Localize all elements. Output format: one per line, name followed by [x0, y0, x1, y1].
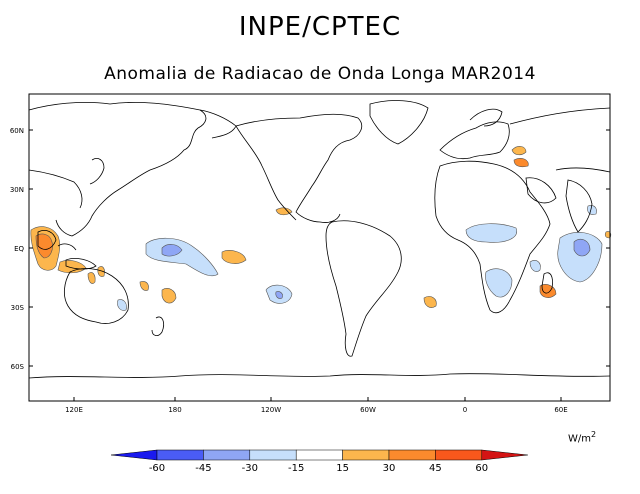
anomaly-north-australia-2 [97, 266, 105, 277]
anomaly-central-pacific-core [161, 244, 183, 257]
coast-madagascar [541, 272, 553, 294]
coast-eurasia [28, 101, 207, 237]
legend-swatch [249, 449, 297, 461]
coast-arabia [525, 177, 557, 204]
coast-africa [434, 160, 551, 314]
map-title: INPE/CPTEC [238, 12, 402, 42]
coast-asia-east [509, 107, 611, 173]
lat-label-eq: EQ [14, 245, 24, 253]
coast-north-america [235, 113, 363, 223]
anomaly-south-pacific-core [275, 291, 283, 299]
legend-tick-label: -30 [242, 463, 258, 474]
legend-tick-label: 15 [336, 463, 349, 474]
lat-axis: 60N 30N EQ 30S 60S [10, 127, 610, 371]
coast-scandinavia [469, 108, 503, 127]
anomaly-maritime-core [35, 233, 53, 259]
legend-tick-label: -15 [288, 463, 304, 474]
anomaly-middle-east [511, 146, 527, 156]
coastlines [28, 100, 611, 379]
anomaly-indian-ocean [557, 232, 603, 283]
legend-tick-label: 30 [383, 463, 396, 474]
anomaly-south-atlantic-pos [423, 296, 437, 308]
anomaly-pacific-pos-3 [161, 288, 177, 304]
lon-label-60w: 60W [360, 406, 376, 414]
coast-greenland [369, 100, 429, 145]
coast-new-guinea [65, 258, 97, 270]
legend-swatch [435, 449, 483, 461]
legend-swatch [156, 449, 204, 461]
units-label: W/m2 [568, 430, 596, 444]
lat-label-30n: 30N [10, 186, 24, 194]
legend-arrow-low [110, 449, 158, 461]
anomaly-pacific-pos-1 [221, 250, 247, 264]
lon-axis: 120E 180 120W 60W 0 60E [65, 397, 568, 414]
lat-label-30s: 30S [11, 304, 25, 312]
legend-swatch [203, 449, 251, 461]
anomaly-pacific-neg-small [117, 299, 127, 311]
legend-tick-label: -60 [149, 463, 165, 474]
coast-india [565, 179, 593, 233]
legend-swatch [342, 449, 390, 461]
plot-area [29, 94, 610, 401]
color-legend: -60 -45 -30 -15 15 30 45 60 [110, 449, 528, 474]
coast-indonesia-2 [57, 243, 77, 251]
lon-label-0: 0 [463, 406, 467, 414]
units-base: W/m [568, 433, 591, 445]
legend-swatch [388, 449, 436, 461]
coast-europe [439, 121, 510, 160]
lon-label-60e: 60E [554, 406, 567, 414]
coast-south-america [325, 220, 402, 357]
lat-label-60n: 60N [10, 127, 24, 135]
legend-arrow-high [481, 449, 528, 461]
coast-china [28, 169, 83, 209]
coast-australia [64, 268, 129, 324]
map-subtitle: Anomalia de Radiacao de Onda Longa MAR20… [104, 64, 536, 84]
legend-tick-label: 60 [475, 463, 488, 474]
coast-us-west [235, 125, 297, 221]
anomaly-north-australia-1 [87, 272, 96, 284]
units-exponent: 2 [591, 430, 597, 439]
anomaly-equatorial-africa [465, 223, 517, 243]
legend-tick-label: 45 [429, 463, 442, 474]
lon-label-120w: 120W [261, 406, 281, 414]
coast-new-zealand [151, 316, 164, 336]
legend-tick-label: -45 [195, 463, 211, 474]
anomaly-southern-africa [485, 268, 513, 298]
coast-antarctica [28, 373, 611, 379]
anomaly-new-guinea [57, 260, 87, 274]
coast-japan [89, 158, 105, 185]
anomaly-pacific-pos-2 [139, 281, 149, 291]
lon-label-120e: 120E [65, 406, 83, 414]
coast-indonesia-1 [37, 230, 57, 250]
anomaly-west-indian-neg [529, 260, 541, 272]
lat-label-60s: 60S [11, 363, 25, 371]
anomaly-east-pacific-pos [275, 207, 293, 216]
anomaly-indian-ocean-core [573, 238, 591, 257]
legend-swatch [295, 449, 343, 461]
anomaly-arabia [513, 158, 529, 168]
lon-label-180: 180 [168, 406, 181, 414]
anomaly-india-neg [587, 205, 597, 215]
